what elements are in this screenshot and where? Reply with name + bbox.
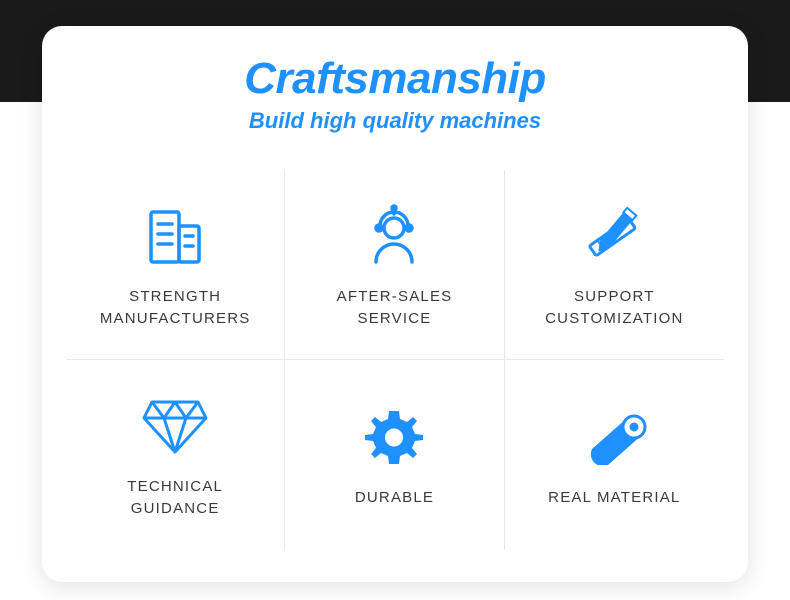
feature-label: DURABLE (355, 487, 434, 509)
ruler-pencil-icon (578, 200, 650, 272)
feature-cell-strength: STRENGTH MANUFACTURERS (66, 170, 285, 360)
feature-cell-durable: DURABLE (285, 360, 504, 550)
feature-cell-technical: TECHNICAL GUIDANCE (66, 360, 285, 550)
diamond-icon (139, 390, 211, 462)
headset-person-icon (358, 200, 430, 272)
feature-cell-aftersales: AFTER-SALES SERVICE (285, 170, 504, 360)
feature-label: SUPPORT CUSTOMIZATION (545, 286, 683, 330)
feature-cell-customization: SUPPORT CUSTOMIZATION (505, 170, 724, 360)
features-card: Craftsmanship Build high quality machine… (42, 26, 748, 582)
feature-label: STRENGTH MANUFACTURERS (100, 286, 251, 330)
pipe-icon (578, 401, 650, 473)
card-subtitle: Build high quality machines (66, 108, 724, 134)
feature-cell-material: REAL MATERIAL (505, 360, 724, 550)
feature-label: AFTER-SALES SERVICE (337, 286, 453, 330)
buildings-icon (139, 200, 211, 272)
gear-icon (358, 401, 430, 473)
feature-label: TECHNICAL GUIDANCE (127, 476, 223, 520)
card-title: Craftsmanship (66, 54, 724, 104)
feature-label: REAL MATERIAL (548, 487, 680, 509)
features-grid: STRENGTH MANUFACTURERS AFTER-SALES SER (66, 170, 724, 550)
